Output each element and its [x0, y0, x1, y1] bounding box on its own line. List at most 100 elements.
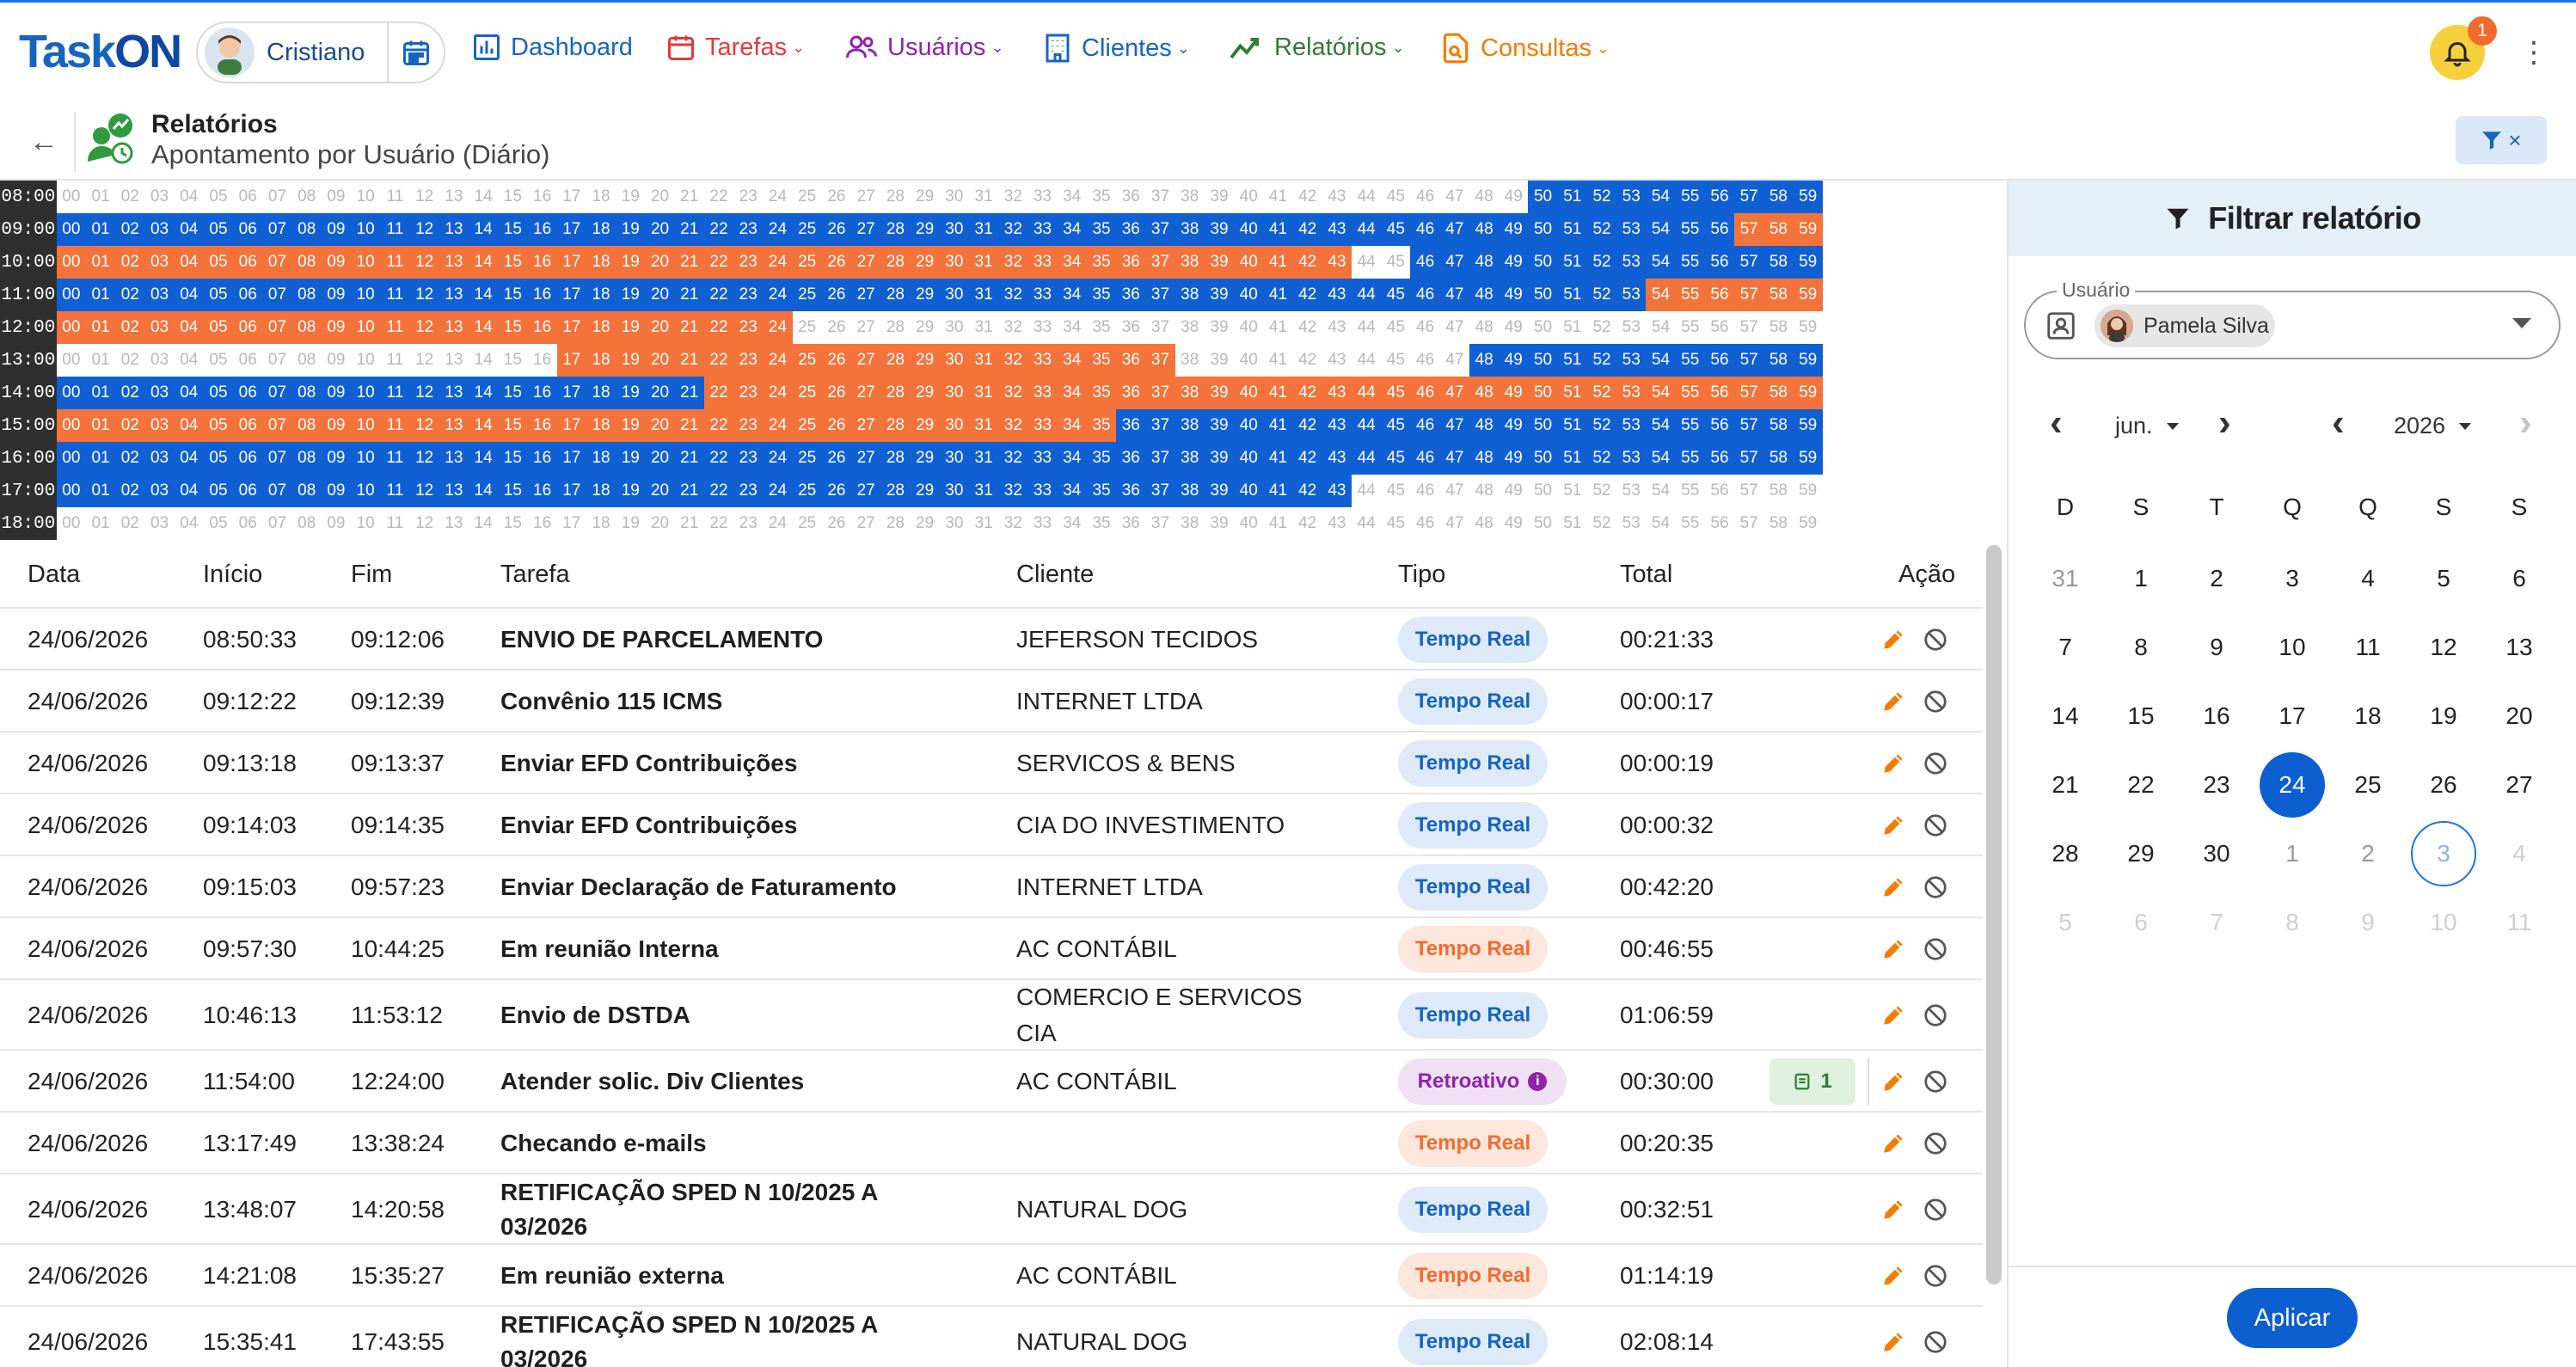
- table-row[interactable]: 24/06/2026 15:35:41 17:43:55 RETIFICAÇÃO SP…: [0, 1307, 1983, 1367]
- col-total[interactable]: Total: [1620, 561, 1673, 588]
- cancel-icon[interactable]: [1923, 689, 1948, 714]
- nav-consultas[interactable]: Consultas ⌄: [1439, 32, 1610, 64]
- taskon-logo[interactable]: TaskON: [19, 26, 182, 77]
- user-select[interactable]: Usuário Pamela Silva: [2024, 279, 2561, 359]
- col-fim[interactable]: Fim: [351, 561, 393, 588]
- table-row[interactable]: 24/06/2026 09:15:03 09:57:23 Enviar Declara…: [0, 856, 1983, 918]
- apply-button[interactable]: Aplicar: [2227, 1288, 2358, 1348]
- nav-relatorios[interactable]: Relatórios ⌄: [1228, 32, 1405, 63]
- table-row[interactable]: 24/06/2026 08:50:33 09:12:06 ENVIO DE PARCE…: [0, 609, 1983, 671]
- table-row[interactable]: 24/06/2026 13:17:49 13:38:24 Checando e-mai…: [0, 1113, 1983, 1174]
- table-scrollbar[interactable]: [1986, 545, 2002, 1284]
- table-row[interactable]: 24/06/2026 09:14:03 09:14:35 Enviar EFD Con…: [0, 794, 1983, 856]
- calendar-day[interactable]: 4: [2361, 565, 2375, 592]
- col-data[interactable]: Data: [28, 561, 81, 588]
- edit-pencil-icon[interactable]: [1880, 812, 1907, 839]
- cancel-icon[interactable]: [1923, 1069, 1948, 1094]
- calendar-day[interactable]: 28: [2052, 840, 2079, 867]
- cancel-icon[interactable]: [1923, 1329, 1948, 1355]
- cancel-icon[interactable]: [1923, 812, 1948, 838]
- cancel-icon[interactable]: [1923, 936, 1948, 962]
- info-icon[interactable]: i: [1528, 1072, 1548, 1091]
- dropdown-arrow-icon[interactable]: [2512, 318, 2531, 328]
- table-row[interactable]: 24/06/2026 09:13:18 09:13:37 Enviar EFD Con…: [0, 733, 1983, 794]
- calendar-day[interactable]: 25: [2354, 771, 2382, 798]
- col-tipo[interactable]: Tipo: [1398, 561, 1446, 588]
- calendar-day[interactable]: 20: [2505, 702, 2533, 729]
- year-select[interactable]: 2026: [2394, 413, 2472, 439]
- more-vert-icon[interactable]: ⋮: [2519, 36, 2548, 69]
- edit-pencil-icon[interactable]: [1880, 1262, 1907, 1290]
- calendar-day-selected[interactable]: 24: [2260, 752, 2325, 818]
- calendar-day[interactable]: 9: [2210, 634, 2223, 660]
- calendar-day[interactable]: 13: [2505, 634, 2533, 660]
- calendar-day[interactable]: 23: [2203, 771, 2230, 798]
- cancel-icon[interactable]: [1923, 1002, 1948, 1028]
- calendar-day[interactable]: 14: [2052, 702, 2079, 729]
- calendar-day[interactable]: 18: [2354, 702, 2382, 729]
- prev-month-icon[interactable]: ‹: [2050, 402, 2063, 444]
- cancel-icon[interactable]: [1923, 751, 1948, 776]
- calendar-day[interactable]: 12: [2430, 634, 2457, 660]
- col-cliente[interactable]: Cliente: [1016, 561, 1095, 588]
- cancel-icon[interactable]: [1923, 627, 1948, 653]
- edit-pencil-icon[interactable]: [1880, 1130, 1907, 1157]
- edit-pencil-icon[interactable]: [1880, 626, 1907, 653]
- notes-chip[interactable]: 1: [1769, 1058, 1855, 1105]
- calendar-day[interactable]: 5: [2437, 565, 2450, 592]
- calendar-day[interactable]: 31: [2052, 565, 2079, 592]
- calendar-day[interactable]: 3: [2285, 565, 2299, 592]
- col-inicio[interactable]: Início: [203, 561, 263, 588]
- month-select[interactable]: jun.: [2115, 413, 2179, 439]
- selected-user-chip[interactable]: Pamela Silva: [2095, 304, 2275, 347]
- calendar-day[interactable]: 1: [2285, 840, 2299, 867]
- calendar-day[interactable]: 17: [2279, 702, 2306, 729]
- calendar-day[interactable]: 15: [2127, 702, 2155, 729]
- edit-pencil-icon[interactable]: [1880, 1196, 1907, 1223]
- calendar-icon[interactable]: [387, 23, 444, 82]
- calendar-day[interactable]: 1: [2134, 565, 2148, 592]
- user-chip[interactable]: Cristiano: [196, 21, 445, 83]
- calendar-day[interactable]: 26: [2430, 771, 2457, 798]
- calendar-day[interactable]: 29: [2127, 840, 2155, 867]
- calendar-day[interactable]: 30: [2203, 840, 2230, 867]
- edit-pencil-icon[interactable]: [1880, 874, 1907, 901]
- calendar-day[interactable]: 22: [2127, 771, 2155, 798]
- table-row[interactable]: 24/06/2026 09:12:22 09:12:39 Convênio 115 I…: [0, 671, 1983, 733]
- cancel-icon[interactable]: [1923, 1131, 1948, 1156]
- nav-tarefas[interactable]: Tarefas ⌄: [665, 32, 805, 63]
- edit-pencil-icon[interactable]: [1880, 935, 1907, 963]
- back-arrow-icon[interactable]: ←: [29, 126, 58, 158]
- edit-pencil-icon[interactable]: [1880, 1068, 1907, 1095]
- edit-pencil-icon[interactable]: [1880, 1328, 1907, 1356]
- cancel-icon[interactable]: [1923, 874, 1948, 900]
- table-row[interactable]: 24/06/2026 14:21:08 15:35:27 Em reunião ext…: [0, 1245, 1983, 1307]
- table-row[interactable]: 24/06/2026 11:54:00 12:24:00 Atender solic.…: [0, 1051, 1983, 1113]
- calendar-day[interactable]: 7: [2058, 634, 2072, 660]
- table-row[interactable]: 24/06/2026 10:46:13 11:53:12 Envio de DSTDA…: [0, 980, 1983, 1051]
- calendar-day[interactable]: 19: [2430, 702, 2457, 729]
- nav-usuarios[interactable]: Usuários ⌄: [844, 32, 1004, 63]
- calendar-day[interactable]: 2: [2210, 565, 2223, 592]
- calendar-day[interactable]: 10: [2279, 634, 2306, 660]
- edit-pencil-icon[interactable]: [1880, 1002, 1907, 1029]
- cancel-icon[interactable]: [1923, 1263, 1948, 1289]
- cancel-icon[interactable]: [1923, 1197, 1948, 1223]
- col-tarefa[interactable]: Tarefa: [500, 561, 570, 588]
- nav-clientes[interactable]: Clientes ⌄: [1042, 32, 1190, 64]
- edit-pencil-icon[interactable]: [1880, 688, 1907, 715]
- edit-pencil-icon[interactable]: [1880, 750, 1907, 777]
- calendar-day[interactable]: 11: [2355, 634, 2381, 660]
- calendar-day[interactable]: 2: [2361, 840, 2375, 867]
- next-month-icon[interactable]: ›: [2218, 402, 2231, 444]
- calendar-day[interactable]: 27: [2505, 771, 2533, 798]
- calendar-day[interactable]: 6: [2512, 565, 2526, 592]
- calendar-day[interactable]: 16: [2203, 702, 2230, 729]
- table-row[interactable]: 24/06/2026 09:57:30 10:44:25 Em reunião Int…: [0, 918, 1983, 980]
- calendar-day-today[interactable]: 3: [2411, 821, 2476, 886]
- nav-dashboard[interactable]: Dashboard: [471, 32, 633, 63]
- toggle-filter-button[interactable]: ×: [2456, 116, 2547, 164]
- table-row[interactable]: 24/06/2026 13:48:07 14:20:58 RETIFICAÇÃO SP…: [0, 1174, 1983, 1245]
- prev-year-icon[interactable]: ‹: [2332, 402, 2345, 444]
- calendar-day[interactable]: 8: [2134, 634, 2148, 660]
